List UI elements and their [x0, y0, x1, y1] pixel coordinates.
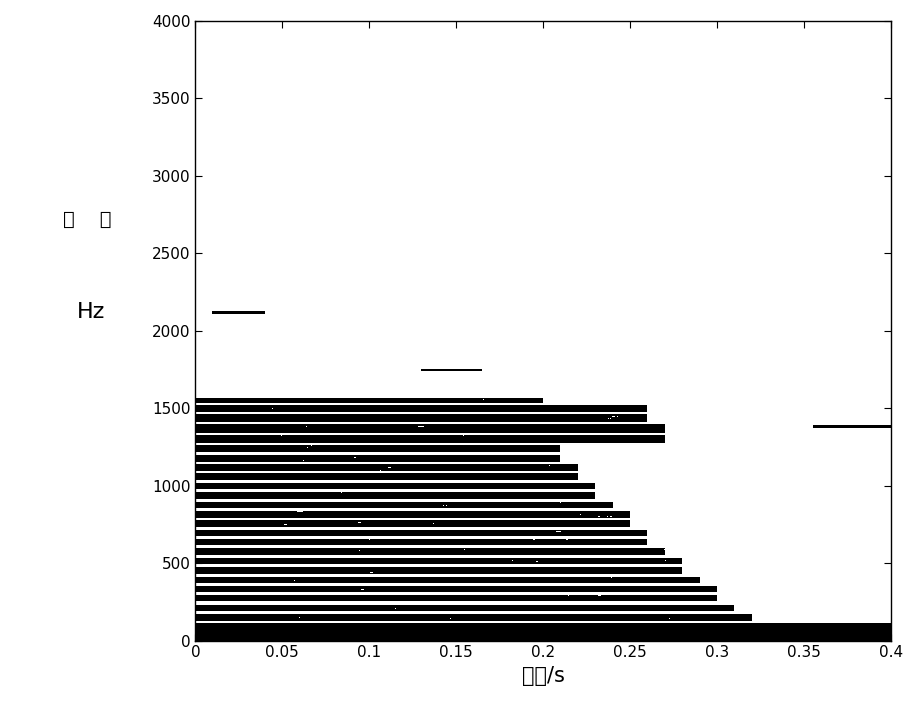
Text: Hz: Hz: [77, 302, 106, 322]
X-axis label: 时间/s: 时间/s: [521, 666, 565, 686]
Text: 频    率: 频 率: [63, 210, 112, 229]
